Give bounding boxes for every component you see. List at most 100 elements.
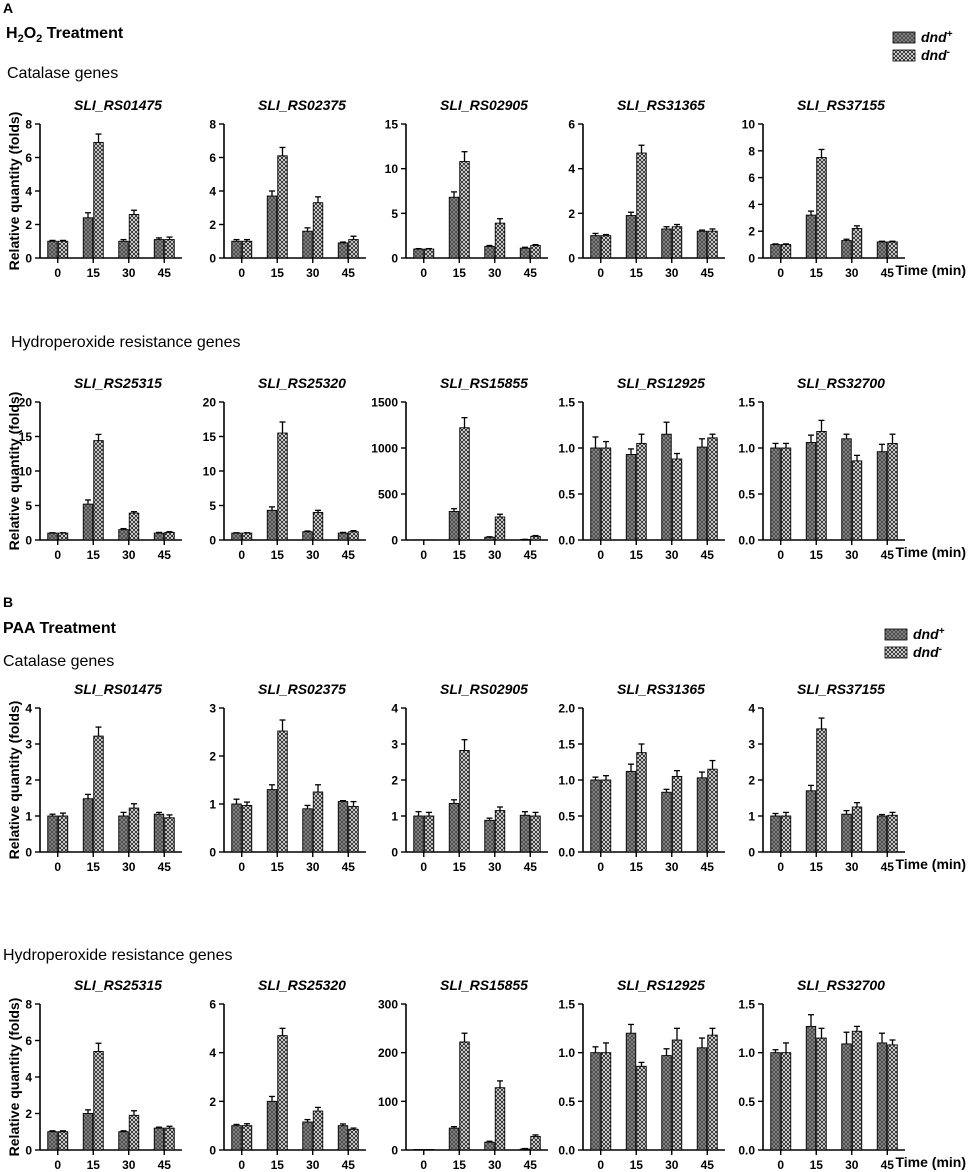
bar-dnd-minus [636, 442, 647, 541]
y-tick-label: 6 [209, 998, 216, 1012]
bar-dnd-minus [671, 775, 683, 853]
y-tick-label: 1.0 [558, 774, 575, 788]
bar-dnd-minus [241, 1125, 253, 1151]
chart-title: SLI_RS37155 [797, 681, 885, 697]
x-tick-label: 0 [597, 860, 604, 874]
y-tick-label: 2 [209, 1095, 216, 1109]
bar-dnd-plus [337, 801, 349, 853]
y-tick-label: 0 [391, 252, 398, 266]
y-tick-label: 6 [25, 1034, 32, 1048]
y-tick-label: 100 [378, 1095, 398, 1109]
bar-chart-sli_rs12925: SLI_RS12925 0.0 0.5 1.0 1.5 0 15 30 45 [558, 977, 725, 1172]
bar-dnd-plus [661, 228, 672, 259]
x-tick-label: 45 [701, 860, 715, 874]
bar-dnd-minus [164, 1127, 175, 1151]
bar-dnd-minus [851, 460, 863, 541]
y-tick-label: 2 [748, 225, 755, 239]
x-tick-label: 30 [665, 266, 679, 280]
y-tick-label: 4 [748, 702, 755, 716]
bar-dnd-minus [851, 806, 863, 853]
x-axis-title: Time (min) [895, 1154, 966, 1170]
x-tick-label: 45 [881, 1158, 895, 1172]
y-tick-label: 2 [25, 218, 32, 232]
x-tick-label: 15 [810, 1158, 824, 1172]
y-tick-label: 1.5 [558, 396, 575, 410]
bar-chart-sli_rs31365: SLI_RS31365 0 2 4 6 0 15 30 45 [568, 97, 725, 280]
bar-dnd-minus [57, 815, 69, 853]
bar-dnd-minus [780, 447, 792, 541]
x-tick-label: 45 [342, 548, 356, 562]
bar-dnd-minus [494, 516, 506, 541]
legend-panel-a: dnd+ dnd- [892, 29, 953, 63]
x-axis-title: Time (min) [895, 856, 966, 872]
bar-chart-sli_rs15855: SLI_RS15855 0 500 1000 1500 0 15 30 45 [371, 375, 548, 562]
y-tick-label: 10 [742, 118, 756, 132]
bar-chart-sli_rs02905: SLI_RS02905 0 1 2 3 4 0 15 30 45 [391, 681, 548, 874]
x-tick-label: 30 [306, 548, 320, 562]
x-tick-label: 0 [777, 860, 784, 874]
bar-dnd-plus [661, 791, 672, 853]
x-tick-label: 45 [701, 1158, 715, 1172]
bar-dnd-plus [876, 1042, 888, 1151]
x-tick-label: 15 [630, 860, 644, 874]
chart-title: SLI_RS15855 [440, 977, 528, 993]
x-tick-label: 0 [597, 1158, 604, 1172]
chart-title: SLI_RS01475 [74, 97, 162, 113]
bar-dnd-minus [671, 1039, 683, 1151]
bar-dnd-plus [876, 241, 888, 259]
bar-dnd-plus [448, 196, 460, 259]
bar-dnd-minus [707, 437, 718, 541]
bar-dnd-plus [337, 532, 349, 541]
bar-dnd-minus [636, 152, 647, 259]
panel-a-treatment-title: H2O2 Treatment [6, 25, 124, 45]
bar-chart-sli_rs01475: SLI_RS01475 0 1 2 3 4 0 15 30 45 Relative quantity… [6, 681, 182, 874]
y-tick-label: 2 [568, 207, 575, 221]
bar-dnd-minus [93, 141, 104, 259]
bar-dnd-minus [530, 1135, 541, 1151]
bar-dnd-plus [302, 230, 313, 259]
bar-dnd-plus [590, 235, 601, 259]
y-tick-label: 0 [25, 1144, 32, 1158]
treatment-a-sub-2: 2 [36, 33, 42, 45]
bar-dnd-minus [348, 1128, 359, 1151]
y-axis-title: Relative quantity (folds) [6, 701, 22, 860]
bar-dnd-minus [348, 805, 359, 853]
chart-title: SLI_RS02375 [258, 97, 346, 113]
bar-chart-sli_rs32700: SLI_RS32700 0.0 0.5 1.0 1.5 0 15 30 45 Time (min) [738, 375, 966, 562]
y-tick-label: 4 [209, 1046, 216, 1060]
x-tick-label: 30 [665, 860, 679, 874]
bar-dnd-minus [93, 735, 104, 853]
bar-dnd-plus [337, 1125, 349, 1151]
y-tick-label: 4 [25, 702, 32, 716]
bar-dnd-plus [805, 442, 817, 541]
bar-dnd-plus [47, 1131, 58, 1151]
y-tick-label: 4 [391, 702, 398, 716]
x-tick-label: 15 [630, 1158, 644, 1172]
x-tick-label: 45 [881, 548, 895, 562]
x-tick-label: 30 [122, 548, 136, 562]
treatment-a-sub-1: 2 [18, 33, 24, 45]
y-tick-label: 8 [209, 118, 216, 132]
bar-dnd-plus [841, 813, 852, 853]
x-tick-label: 0 [54, 860, 61, 874]
bar-dnd-minus [636, 752, 647, 853]
bar-dnd-minus [494, 1087, 506, 1151]
section-title-a-catalase: Catalase genes [7, 65, 118, 82]
bar-dnd-plus [770, 447, 781, 541]
bar-dnd-plus [266, 509, 278, 541]
y-tick-label: 2 [748, 774, 755, 788]
bar-dnd-plus [625, 453, 637, 541]
x-tick-label: 45 [158, 860, 172, 874]
legend-swatch-dnd-minus [892, 49, 916, 62]
bar-dnd-plus [841, 240, 852, 259]
bar-dnd-minus [128, 213, 140, 259]
x-tick-label: 45 [342, 860, 356, 874]
bar-dnd-plus [770, 1052, 781, 1151]
legend-sup: + [939, 626, 945, 637]
x-tick-label: 0 [238, 1158, 245, 1172]
x-tick-label: 0 [238, 860, 245, 874]
bar-dnd-minus [600, 1052, 612, 1151]
bar-dnd-minus [816, 430, 827, 541]
x-tick-label: 30 [488, 860, 502, 874]
